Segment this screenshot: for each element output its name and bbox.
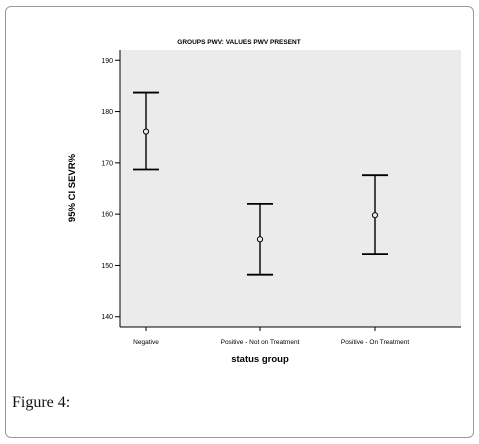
figure-caption: Figure 4:: [12, 394, 71, 411]
y-tick-label: 160: [101, 212, 113, 219]
mean-point: [142, 128, 150, 135]
y-axis-label: 95% CI SEVR%: [67, 153, 78, 222]
plot-background: [120, 50, 461, 327]
x-tick-label: Negative: [133, 339, 159, 346]
y-tick-label: 150: [101, 263, 113, 270]
y-tick-label: 190: [101, 58, 113, 65]
y-tick-label: 180: [101, 109, 113, 116]
y-tick-label: 170: [101, 160, 113, 167]
chart-title: GROUPS PWV: VALUES PWV PRESENT: [177, 39, 300, 46]
x-tick-label: Positive - On Treatment: [341, 339, 409, 346]
x-tick-label: Positive - Not on Treatment: [221, 339, 300, 346]
y-tick-label: 140: [101, 314, 113, 321]
x-axis-label: status group: [231, 354, 289, 365]
mean-point: [256, 236, 264, 243]
mean-point: [371, 212, 379, 219]
